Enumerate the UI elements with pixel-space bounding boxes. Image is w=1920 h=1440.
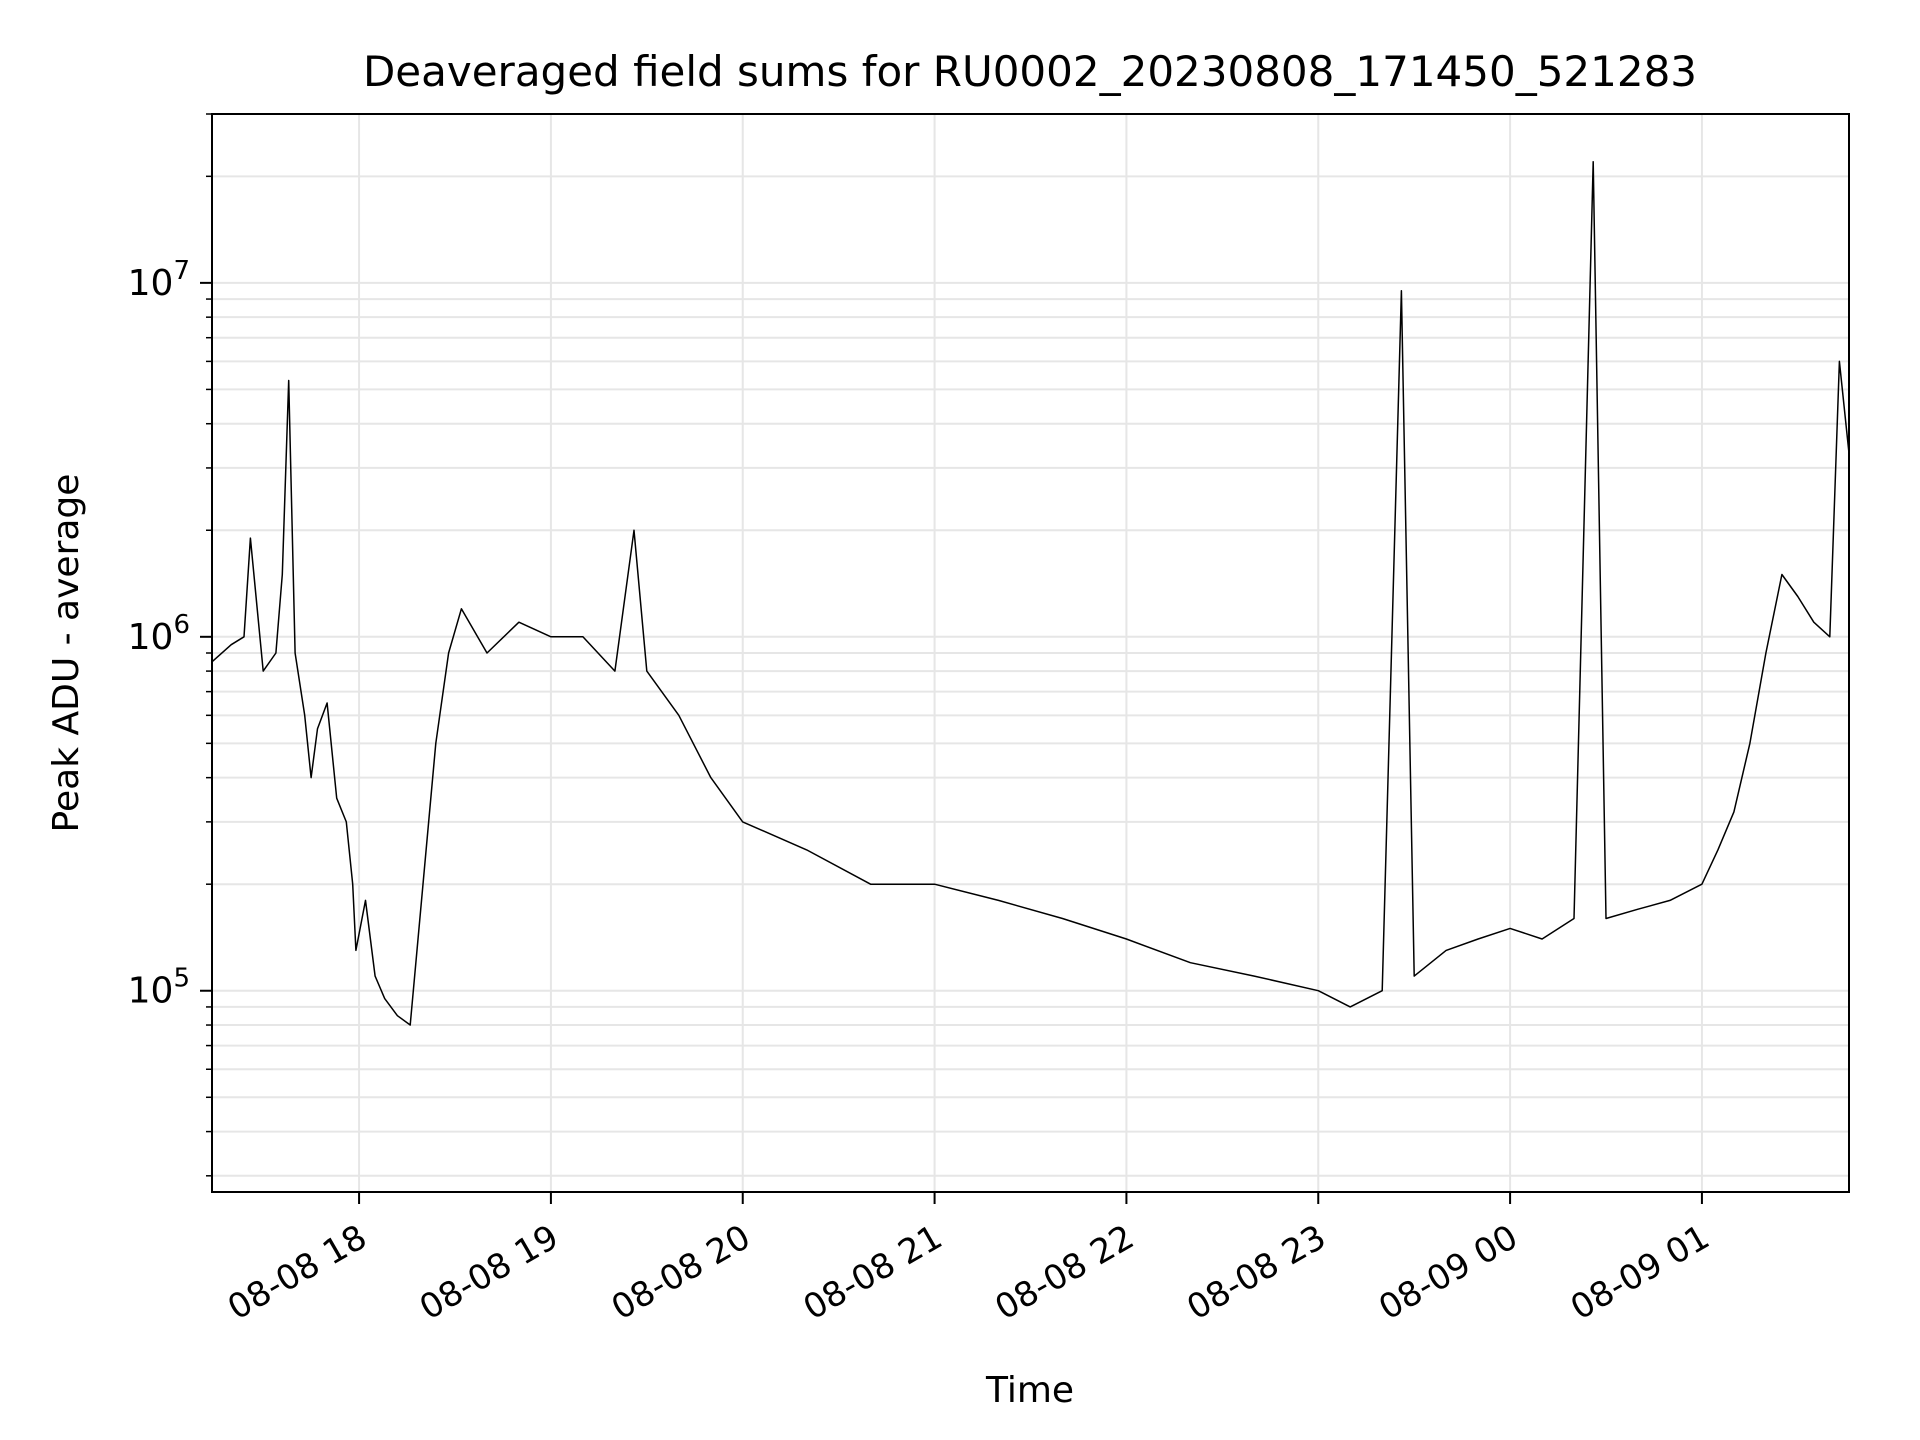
plot-area [211, 160, 1850, 1026]
y-tick-label: 107 [128, 256, 190, 304]
y-axis-label: Peak ADU - average [46, 474, 87, 833]
grid-lines [212, 113, 1849, 1192]
y-tick-label: 105 [128, 964, 190, 1012]
series-line [211, 160, 1850, 1026]
x-axis-label: Time [985, 1370, 1074, 1411]
chart-title: Deaveraged field sums for RU0002_2023080… [363, 47, 1697, 96]
y-tick-label: 106 [128, 610, 190, 658]
